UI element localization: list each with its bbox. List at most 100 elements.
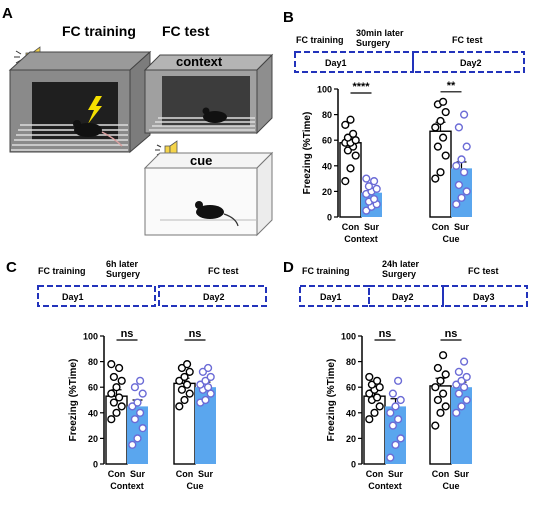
data-point	[349, 129, 358, 138]
chart-panel-d: 0 20 40 60 80 100 Freezing (%Time) Con Sur Contex…	[326, 328, 472, 491]
data-point	[112, 383, 121, 392]
data-point	[462, 142, 471, 151]
y-tick-label: 80	[322, 110, 332, 120]
data-point	[431, 123, 440, 132]
group-label: Context	[344, 234, 378, 244]
timeline-box-day1	[299, 285, 370, 307]
data-point	[365, 415, 374, 424]
data-point	[431, 421, 440, 430]
data-point	[433, 395, 443, 405]
timeline-box-label: Day1	[325, 58, 347, 68]
y-tick-label: 40	[88, 408, 98, 418]
y-axis-label: Freezing (%Time)	[302, 112, 313, 195]
data-point	[133, 434, 142, 443]
timeline-left-label: FC training	[296, 35, 344, 45]
data-point	[439, 389, 448, 398]
data-point	[136, 408, 145, 417]
training-chamber	[8, 50, 152, 154]
data-point	[436, 376, 445, 385]
timeline-right-label: FC test	[208, 266, 239, 276]
data-point	[460, 357, 469, 366]
y-tick-label: 80	[346, 357, 356, 367]
chart-panel-b: 0 20 40 60 80 100 Freezing (%Time) Con Sur Contex…	[302, 80, 472, 244]
timeline-left-label: FC training	[38, 266, 86, 276]
data-point	[441, 370, 450, 379]
data-point	[364, 182, 374, 191]
data-point	[373, 393, 382, 402]
significance-label: **	[447, 80, 456, 92]
timeline-mid-label-line1: 6h later	[106, 259, 139, 269]
timeline-box-label: Day2	[460, 58, 482, 68]
data-point	[107, 415, 116, 424]
context-label: context	[176, 54, 223, 69]
data-point	[138, 424, 147, 433]
data-point	[454, 180, 464, 190]
timeline-right-label: FC test	[468, 266, 499, 276]
data-point	[388, 421, 398, 430]
data-point	[109, 372, 119, 382]
timeline-box-day1	[294, 51, 414, 73]
data-point	[365, 389, 374, 398]
data-point	[441, 402, 450, 411]
y-tick-label: 60	[88, 383, 98, 393]
y-axis-label: Freezing (%Time)	[326, 359, 337, 442]
bar-sur	[451, 387, 472, 464]
significance-label: ns	[189, 328, 202, 340]
data-point	[439, 97, 448, 106]
context-chamber: context	[143, 53, 274, 135]
category-label: Con	[432, 469, 450, 479]
timeline-box-day2	[158, 285, 267, 307]
y-tick-label: 0	[351, 460, 356, 470]
significance-label: ****	[352, 81, 370, 93]
category-label: Con	[108, 469, 126, 479]
timeline-left-label: FC training	[302, 266, 350, 276]
y-tick-label: 40	[322, 161, 332, 171]
y-axis-label: Freezing (%Time)	[68, 359, 79, 442]
data-point	[452, 380, 461, 389]
data-point	[109, 398, 119, 407]
data-point	[117, 376, 126, 385]
data-point	[452, 161, 461, 170]
data-point	[433, 142, 443, 151]
data-point	[457, 193, 466, 202]
cue-chamber: cue	[143, 140, 274, 237]
timeline-box-label: Day2	[392, 292, 414, 302]
data-point	[462, 395, 471, 405]
data-point	[196, 380, 205, 389]
data-point	[107, 360, 116, 369]
y-tick-label: 80	[88, 357, 98, 367]
data-point	[394, 415, 403, 424]
data-point	[372, 184, 381, 193]
data-point	[133, 398, 142, 407]
fc-training-title: FC training	[62, 23, 136, 39]
data-point	[370, 177, 379, 186]
panel-c-letter: C	[6, 259, 17, 276]
category-label: Sur	[454, 469, 470, 479]
data-point	[370, 194, 379, 204]
data-point	[388, 389, 398, 398]
y-tick-label: 100	[317, 85, 332, 95]
data-point	[183, 380, 192, 389]
panel-a: A FC training FC test	[2, 5, 274, 237]
data-point	[128, 402, 137, 411]
timeline-box-label: Day1	[320, 292, 342, 302]
chart-panel-c: 0 20 40 60 80 100 Freezing (%Time) Con Sur Contex…	[68, 328, 216, 491]
category-label: Con	[432, 222, 450, 232]
data-point	[457, 376, 466, 385]
category-label: Sur	[198, 469, 214, 479]
data-point	[370, 408, 379, 417]
y-tick-label: 20	[322, 187, 332, 197]
panel-d-letter: D	[283, 259, 294, 276]
data-point	[462, 372, 471, 382]
category-label: Con	[342, 222, 360, 232]
data-point	[201, 395, 210, 405]
data-point	[454, 389, 464, 398]
data-point	[375, 402, 384, 411]
y-tick-label: 0	[93, 460, 98, 470]
group-label: Context	[110, 481, 144, 491]
data-point	[117, 402, 126, 411]
data-point	[107, 389, 116, 398]
y-tick-label: 20	[346, 434, 356, 444]
data-point	[130, 415, 140, 424]
category-label: Sur	[454, 222, 470, 232]
